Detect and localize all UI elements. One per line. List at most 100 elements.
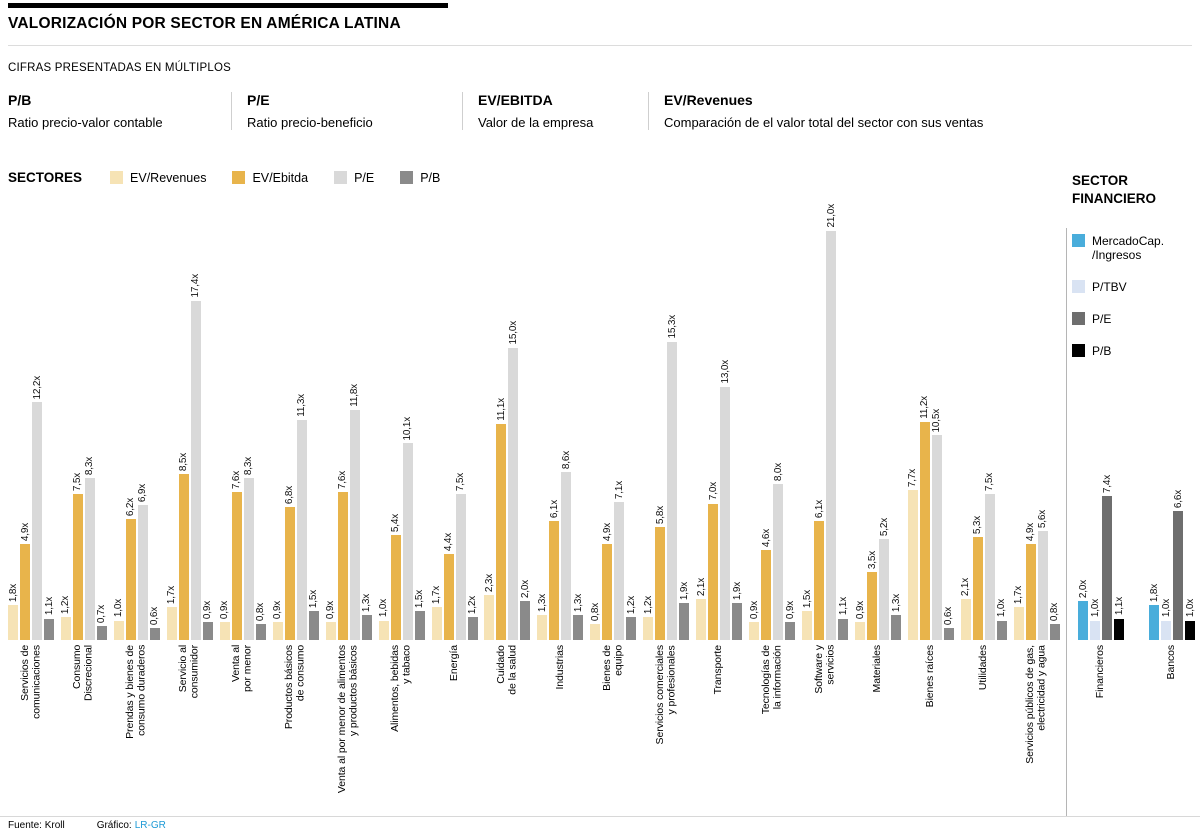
bar-ev-revenues [696, 599, 707, 640]
financial-legend-title: SECTOR FINANCIERO [1072, 173, 1156, 206]
bar-column: 1,0x [113, 599, 124, 640]
bar-column: 1,0x [1184, 599, 1196, 640]
definition-term: EV/EBITDA [478, 92, 553, 108]
bar-column: 1,7x [166, 586, 177, 640]
bar-p-e [296, 419, 307, 640]
bar-column: 4,6x [761, 529, 772, 640]
category-label-area: Prendas y bienes de consumo duraderos [114, 640, 160, 820]
bar-value-label: 10,1x [402, 416, 414, 441]
bar-column: 17,4x [190, 274, 201, 640]
bar-value-label: 1,1x [43, 597, 55, 616]
bar-value-label: 5,4x [390, 513, 402, 532]
bar-ev-ebitda [337, 491, 348, 640]
bar-value-label: 1,5x [308, 589, 320, 608]
bar-value-label: 6,1x [813, 500, 825, 519]
bar-column: 1,5x [802, 590, 813, 640]
bar-p-e [984, 493, 995, 640]
bar-value-label: 1,9x [731, 581, 743, 600]
category-label-area: Transporte [696, 640, 742, 820]
bar-p-b [414, 610, 425, 640]
bar-ev-ebitda [761, 550, 772, 640]
bar-value-label: 1,3x [536, 593, 548, 612]
bar-value-label: 1,0x [378, 599, 390, 618]
definition-ev-ebitda: EV/EBITDA Valor de la empresa [462, 92, 648, 130]
legend-swatch-ev-ebitda [232, 171, 246, 184]
sector-group-prendas-y-bienes-de-consumo-duraderos: 1,0x 6,2x 6,9x 0,6x Prendas y bienes de cons… [113, 192, 160, 820]
bar-column: 0,8x [1049, 603, 1060, 640]
bar-ev-ebitda [867, 571, 877, 640]
bar-p-e [137, 505, 148, 640]
bar-column: 4,9x [1025, 523, 1037, 640]
bar-cluster: 0,9x 4,6x 8,0x 0,9x [749, 192, 796, 640]
bar-value-label: 7,4x [1101, 474, 1113, 493]
bar-value-label: 1,3x [890, 593, 902, 612]
bar-column: 1,5x [308, 589, 320, 640]
bar-ev-revenues [431, 606, 442, 640]
bar-p-e [879, 538, 889, 640]
bar-value-label: 1,5x [414, 589, 426, 608]
bar-column: 0,7x [96, 605, 107, 640]
bar-column: 1,0x [996, 599, 1007, 640]
bar-value-label: 1,3x [361, 593, 373, 612]
bar-ev-ebitda [72, 493, 83, 640]
bar-ev-revenues [378, 620, 389, 640]
bar-p-b [1185, 620, 1195, 640]
legend-label: P/TBV [1092, 280, 1127, 294]
bar-column: 6,6x [1173, 490, 1184, 640]
bar-column: 1,8x [1149, 584, 1160, 640]
sector-label: Energía [447, 645, 460, 682]
bar-column: 1,1x [838, 597, 849, 640]
bar-ev-ebitda [284, 507, 295, 640]
sector-group-cuidado-de-la-salud: 2,3x 11,1x 15,0x 2,0x Cuidado de la salud [484, 192, 531, 820]
bar-value-label: 2,1x [960, 577, 972, 596]
sector-label: Transporte [712, 645, 725, 695]
bar-value-label: 4,4x [443, 533, 454, 552]
bar-column: 0,6x [149, 607, 160, 640]
sector-label: Servicios de comunicaciones [18, 645, 43, 719]
bar-column: 4,4x [443, 533, 454, 640]
bar-column: 3,5x [867, 551, 878, 640]
bar-p-b [732, 603, 743, 640]
category-label-area: Consumo Discrecional [61, 640, 107, 820]
sectors-bar-chart: 1,8x 4,9x 12,2x 1,1x Servicios de comunicaci… [8, 192, 1061, 820]
sector-label: Bienes de equipo [600, 645, 625, 691]
bar-value-label: 1,7x [1013, 585, 1025, 604]
bar-column: 5,3x [972, 516, 983, 640]
bar-column: 1,8x [8, 584, 19, 640]
sector-label: Utilidades [977, 645, 990, 691]
legend-label: P/B [420, 170, 441, 185]
bar-ev-ebitda [125, 519, 136, 640]
bar-value-label: 4,9x [1025, 523, 1037, 542]
bar-p-b [996, 620, 1007, 640]
sector-label: Productos básicos de consumo [283, 645, 307, 730]
bar-ev-ebitda [708, 503, 719, 640]
bar-column: 11,2x [919, 396, 930, 640]
sector-group-utilidades: 2,1x 5,3x 7,5x 1,0x Utilidades [960, 192, 1007, 820]
bar-mercadocap-ingresos [1149, 604, 1159, 640]
category-label-area: Software y servicios [802, 640, 848, 820]
bar-p-e [720, 386, 731, 640]
definition-desc: Ratio precio-valor contable [8, 115, 163, 130]
bar-ev-ebitda [178, 474, 189, 640]
bar-cluster: 0,9x 7,6x 8,3x 0,8x [219, 192, 266, 640]
bar-value-label: 7,1x [613, 480, 625, 499]
bar-column: 6,2x [125, 498, 137, 640]
bar-column: 0,9x [785, 601, 796, 640]
bar-column: 1,1x [1114, 597, 1125, 640]
definition-pb: P/B Ratio precio-valor contable [8, 92, 231, 130]
bar-p-e [773, 484, 784, 640]
bar-cluster: 0,9x 3,5x 5,2x 1,3x [855, 192, 902, 640]
bar-value-label: 6,9x [137, 484, 149, 503]
bar-column: 1,2x [60, 596, 71, 640]
bar-column: 0,9x [325, 601, 336, 640]
bar-value-label: 21,0x [825, 204, 837, 228]
bar-value-label: 11,8x [349, 384, 361, 407]
bar-column: 4,9x [602, 523, 613, 640]
bar-value-label: 1,0x [1184, 599, 1196, 618]
legend-label: EV/Revenues [130, 170, 207, 185]
bar-cluster: 0,9x 6,8x 11,3x 1,5x [272, 192, 320, 640]
sector-label: Tecnologías de la información [759, 645, 784, 715]
bar-cluster: 1,0x 5,4x 10,1x 1,5x [378, 192, 426, 640]
bar-value-label: 2,1x [695, 577, 707, 596]
bar-value-label: 6,2x [125, 498, 137, 517]
